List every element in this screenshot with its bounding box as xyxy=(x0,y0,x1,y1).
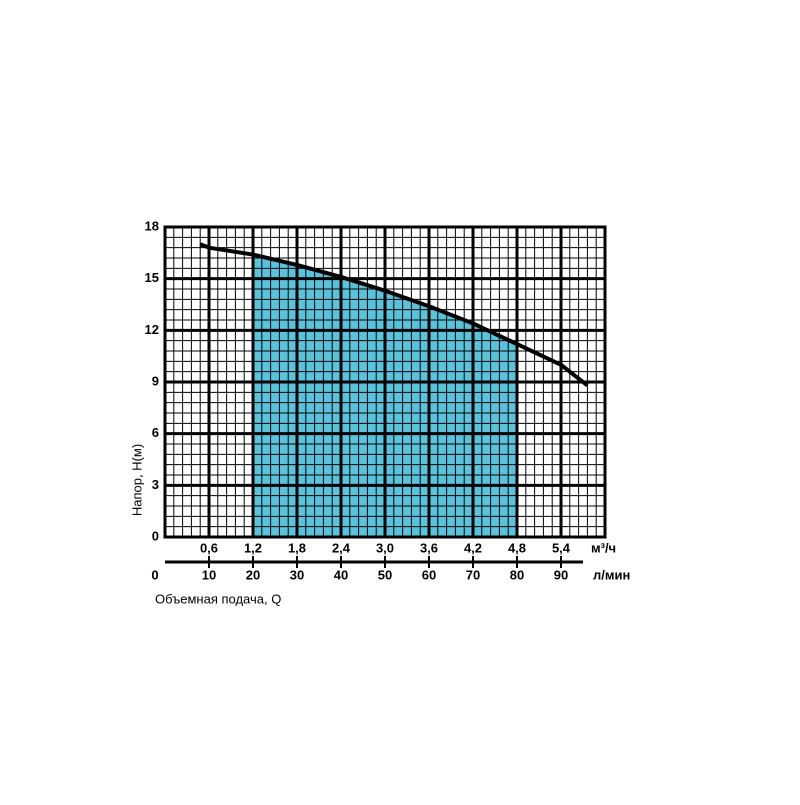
x2-tick-label: 2,4 xyxy=(332,540,351,555)
x-tick-label: 0 xyxy=(151,567,158,582)
y-tick-label: 6 xyxy=(152,425,159,440)
x-tick-label: 60 xyxy=(422,567,436,582)
x2-tick-label: 3,6 xyxy=(420,540,438,555)
y-axis-label: Напор, H(м) xyxy=(129,444,144,516)
x2-tick-label: 4,2 xyxy=(464,540,482,555)
x-tick-label: 70 xyxy=(466,567,480,582)
y-tick-label: 9 xyxy=(152,373,159,388)
x-axis-label: Объемная подача, Q xyxy=(155,591,281,606)
x2-tick-label: 4,8 xyxy=(508,540,526,555)
x-tick-label: 10 xyxy=(202,567,216,582)
pump-curve xyxy=(199,242,589,388)
x2-tick-label: 1,8 xyxy=(288,540,306,555)
x2-unit: м³/ч xyxy=(591,540,616,555)
y-tick-label: 3 xyxy=(152,477,159,492)
x-tick-label: 50 xyxy=(378,567,392,582)
x-tick-label: 40 xyxy=(334,567,348,582)
x2-tick-label: 3,0 xyxy=(376,540,394,555)
y-tick-label: 18 xyxy=(145,218,159,233)
x2-tick-label: 0,6 xyxy=(200,540,218,555)
y-tick-label: 0 xyxy=(152,528,159,543)
x-tick-label: 30 xyxy=(290,567,304,582)
x-unit: л/мин xyxy=(593,567,630,582)
y-tick-label: 15 xyxy=(145,270,159,285)
y-tick-label: 12 xyxy=(145,322,159,337)
x-tick-label: 20 xyxy=(246,567,260,582)
x-tick-label: 80 xyxy=(510,567,524,582)
x2-tick-label: 5,4 xyxy=(552,540,571,555)
x2-tick-label: 1,2 xyxy=(244,540,262,555)
x-tick-label: 90 xyxy=(554,567,568,582)
